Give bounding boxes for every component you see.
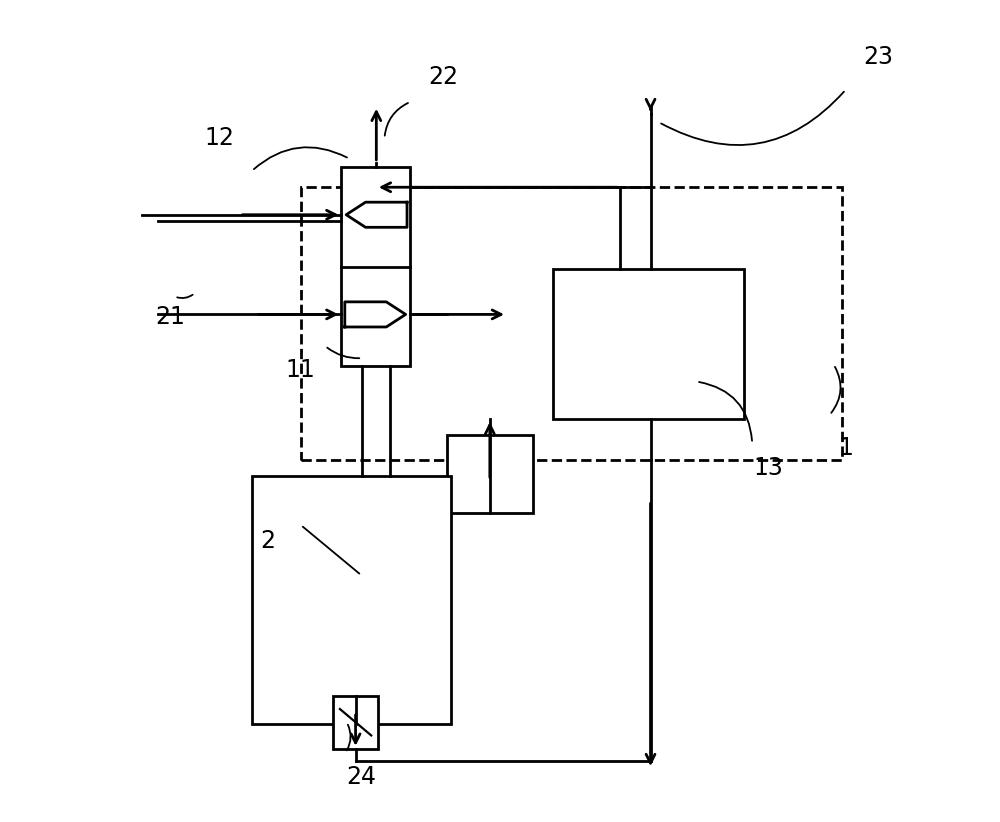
Text: 22: 22 (428, 66, 458, 90)
Polygon shape (346, 202, 407, 228)
Text: 21: 21 (156, 306, 185, 330)
Bar (553, 269, 744, 419)
Text: 11: 11 (286, 358, 316, 382)
Text: 24: 24 (347, 765, 377, 789)
Text: 2: 2 (261, 529, 276, 553)
Bar (301, 187, 842, 459)
Text: 13: 13 (754, 456, 783, 480)
Bar (252, 476, 451, 724)
Bar (341, 167, 410, 367)
Polygon shape (345, 302, 406, 327)
Text: 23: 23 (863, 45, 893, 69)
Bar (333, 695, 378, 749)
Text: 1: 1 (838, 436, 853, 459)
Bar (447, 436, 533, 513)
Text: 12: 12 (204, 127, 234, 150)
